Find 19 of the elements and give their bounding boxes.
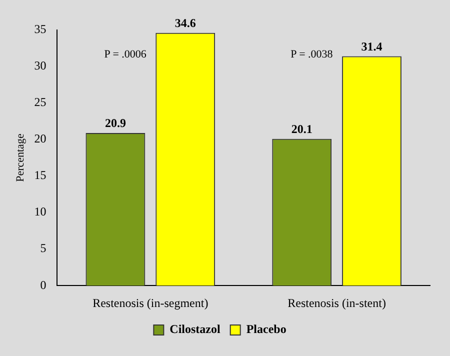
y-tick-label: 15 [34, 168, 46, 182]
y-axis-title: Percentage [14, 134, 26, 182]
y-tick-label: 25 [34, 95, 46, 110]
annotation: P = .0038 [290, 48, 334, 60]
legend-label: Placebo [246, 322, 286, 336]
data-label: 20.1 [291, 122, 312, 136]
data-label: 34.6 [174, 16, 196, 30]
y-tick-label: 10 [34, 204, 46, 219]
y-tick-label: 30 [34, 58, 46, 73]
y-tick-label: 5 [40, 241, 46, 256]
x-tick-label: Restenosis (in-segment) [92, 296, 208, 310]
legend-label: Cilostazol [170, 322, 221, 336]
y-tick-label: 35 [34, 22, 46, 36]
y-tick-label: 20 [34, 132, 46, 146]
data-label: 20.9 [104, 116, 126, 130]
annotation: P = .0006 [104, 48, 147, 60]
data-label: 31.4 [361, 39, 382, 54]
y-tick-label: 0 [40, 278, 46, 292]
x-tick-label: Restenosis (in-stent) [288, 296, 386, 310]
